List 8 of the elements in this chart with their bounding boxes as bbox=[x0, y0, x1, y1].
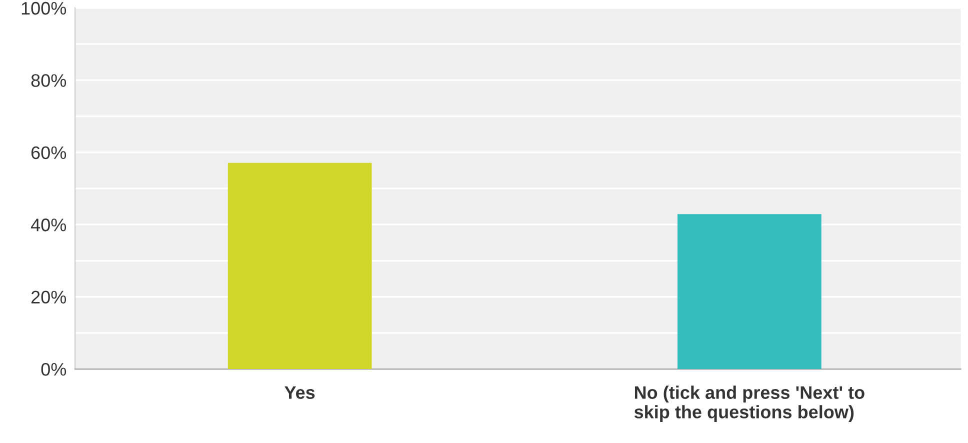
y-tick-label: 80% bbox=[31, 74, 66, 87]
x-tick-label: No (tick and press 'Next' to skip the questions below) bbox=[634, 386, 864, 422]
x-tick-label: Yes bbox=[284, 386, 315, 399]
y-tick-label: 100% bbox=[22, 2, 66, 15]
y-tick-label: 20% bbox=[31, 290, 66, 304]
y-tick-label: 60% bbox=[31, 146, 66, 160]
y-tick-label: 40% bbox=[30, 218, 66, 232]
y-tick-label: 0% bbox=[41, 362, 66, 376]
